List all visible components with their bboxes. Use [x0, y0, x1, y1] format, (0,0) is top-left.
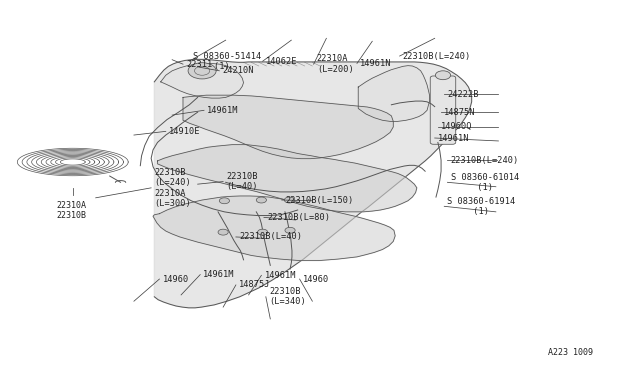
Text: 14961M: 14961M: [204, 270, 235, 279]
Text: 14875N: 14875N: [444, 108, 476, 117]
Polygon shape: [153, 196, 395, 260]
Text: 22310B(L=80): 22310B(L=80): [267, 213, 330, 222]
Circle shape: [284, 197, 294, 203]
Polygon shape: [358, 65, 429, 121]
Text: 14875J: 14875J: [239, 280, 271, 289]
Circle shape: [218, 229, 228, 235]
Text: 22310B
(L=340): 22310B (L=340): [269, 287, 306, 307]
Text: 22310A
(L=200): 22310A (L=200): [317, 54, 353, 74]
Text: 14961M: 14961M: [264, 271, 296, 280]
Text: 14062E: 14062E: [266, 57, 298, 66]
Text: 14961N: 14961N: [438, 134, 469, 142]
Text: 24222B: 24222B: [447, 90, 479, 99]
Text: 14910E: 14910E: [169, 127, 200, 136]
Circle shape: [188, 62, 216, 79]
Text: 14960Q: 14960Q: [441, 122, 472, 131]
Circle shape: [257, 229, 268, 235]
Circle shape: [256, 197, 266, 203]
Text: 22310B(L=150): 22310B(L=150): [285, 196, 353, 205]
Text: 22310A
22310B: 22310A 22310B: [57, 201, 87, 220]
Text: 22310B(L=240): 22310B(L=240): [451, 155, 519, 165]
Text: S 08360-61914
     (1): S 08360-61914 (1): [447, 197, 516, 216]
Text: 14961N: 14961N: [360, 59, 392, 68]
Text: 22310B
(L=240)
22310A
(L=300): 22310B (L=240) 22310A (L=300): [154, 168, 191, 208]
Text: 22311: 22311: [186, 60, 212, 69]
Text: 14961M: 14961M: [207, 106, 239, 115]
Text: 22310B
(L=40): 22310B (L=40): [227, 172, 258, 191]
Text: 22310B(L=240): 22310B(L=240): [403, 52, 471, 61]
Circle shape: [435, 71, 451, 80]
Text: S 08360-51414
    (1): S 08360-51414 (1): [193, 51, 261, 71]
Text: 14960: 14960: [163, 275, 189, 283]
Text: 24210N: 24210N: [223, 66, 254, 75]
FancyBboxPatch shape: [430, 76, 456, 144]
Polygon shape: [154, 60, 472, 308]
Text: S 08360-61014
     (1): S 08360-61014 (1): [451, 173, 519, 192]
Polygon shape: [157, 145, 417, 212]
Text: A223 1009: A223 1009: [548, 347, 593, 357]
Text: 22310B(L=40): 22310B(L=40): [239, 232, 302, 241]
Polygon shape: [183, 95, 394, 159]
Text: 14960: 14960: [303, 275, 329, 283]
Circle shape: [285, 227, 295, 233]
Polygon shape: [161, 63, 244, 98]
Circle shape: [220, 198, 230, 204]
